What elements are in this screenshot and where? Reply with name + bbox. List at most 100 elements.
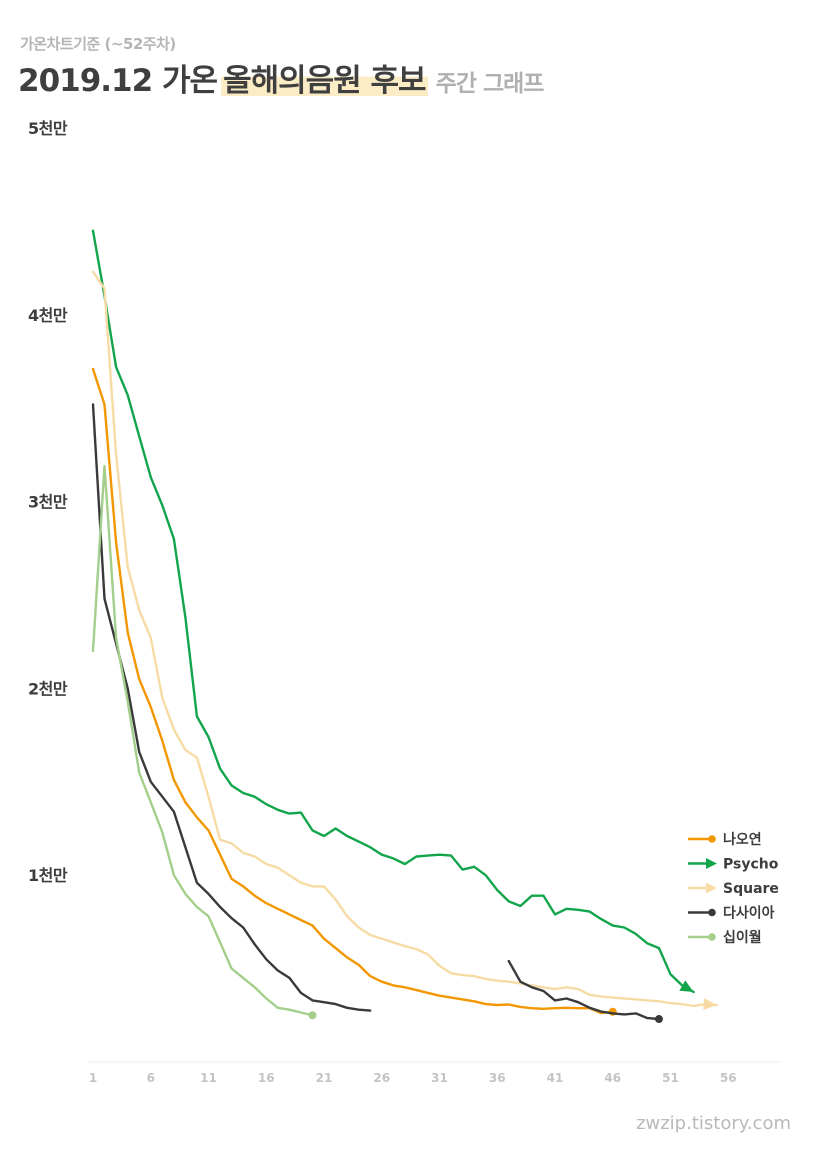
data-point xyxy=(588,993,591,996)
data-point xyxy=(577,1007,579,1010)
data-point xyxy=(126,631,129,634)
x-tick-label: 46 xyxy=(604,1071,621,1085)
data-point xyxy=(611,1012,614,1015)
data-point xyxy=(126,566,129,568)
data-point xyxy=(92,270,94,273)
data-point xyxy=(103,403,106,406)
footer-credit: zwzip.tistory.com xyxy=(636,1113,791,1134)
data-point xyxy=(554,913,556,916)
x-tick-label: 31 xyxy=(431,1071,448,1085)
y-tick-label: 5천만 xyxy=(28,119,68,138)
data-point xyxy=(380,980,383,983)
data-point xyxy=(276,969,279,972)
y-tick-label: 2천만 xyxy=(28,679,68,698)
data-point xyxy=(634,998,637,1001)
x-tick-label: 51 xyxy=(662,1071,679,1085)
data-point xyxy=(288,812,291,815)
data-point xyxy=(311,829,314,832)
data-point xyxy=(103,287,106,290)
title-prefix: 2019.12 가온 xyxy=(18,63,218,99)
data-point xyxy=(427,953,429,956)
series-line-1 xyxy=(91,229,695,994)
data-point xyxy=(588,910,591,913)
data-point xyxy=(554,1007,556,1010)
data-point xyxy=(253,986,256,989)
data-point xyxy=(276,907,279,910)
data-point xyxy=(692,1005,695,1007)
data-point xyxy=(115,637,117,639)
data-point xyxy=(565,986,568,989)
data-point xyxy=(300,1011,302,1014)
legend-dot-marker xyxy=(708,908,716,917)
data-point xyxy=(161,739,164,742)
data-point xyxy=(126,687,129,690)
data-point xyxy=(161,795,164,798)
data-point xyxy=(311,924,314,927)
data-point xyxy=(403,863,406,865)
data-point xyxy=(380,853,383,856)
y-tick-label: 1천만 xyxy=(28,866,68,885)
x-tick-label: 21 xyxy=(316,1071,333,1085)
data-point xyxy=(196,756,198,759)
data-point xyxy=(403,986,406,989)
data-point xyxy=(184,892,187,895)
data-point xyxy=(138,771,141,774)
data-point xyxy=(184,616,187,619)
data-point xyxy=(392,941,395,944)
data-point xyxy=(473,865,476,868)
data-point xyxy=(600,918,603,920)
x-tick-label: 11 xyxy=(200,1071,217,1085)
data-point xyxy=(369,846,372,849)
data-point xyxy=(276,808,279,811)
data-point xyxy=(196,906,198,908)
data-point xyxy=(149,780,152,783)
data-point xyxy=(265,803,268,806)
data-point xyxy=(288,1008,291,1011)
data-point xyxy=(496,889,499,892)
data-point xyxy=(161,831,164,834)
data-point xyxy=(300,991,302,994)
data-point xyxy=(92,650,94,652)
data-point xyxy=(565,1006,568,1009)
data-point xyxy=(357,963,360,966)
chart-title: 2019.12 가온 올해의음원 후보 주간 그래프 xyxy=(18,55,544,100)
data-point xyxy=(554,999,556,1002)
data-point xyxy=(265,902,268,905)
data-point xyxy=(473,975,476,977)
data-point xyxy=(265,863,268,865)
data-point xyxy=(207,736,210,738)
data-point xyxy=(565,997,568,1000)
data-point xyxy=(323,937,325,940)
data-point xyxy=(300,811,302,814)
data-point xyxy=(461,998,464,1001)
data-point xyxy=(172,810,175,813)
series-line-4 xyxy=(91,464,314,1017)
data-point xyxy=(658,947,660,949)
data-point xyxy=(207,829,210,832)
data-point xyxy=(507,900,510,903)
y-tick-label: 4천만 xyxy=(28,306,68,325)
series-end-arrow xyxy=(703,997,717,1010)
series-line-3-0 xyxy=(91,403,372,1012)
data-point xyxy=(438,853,441,856)
x-tick-label: 36 xyxy=(489,1071,506,1085)
data-point xyxy=(415,855,418,858)
data-point xyxy=(577,1001,579,1004)
legend-label: Square xyxy=(723,881,779,897)
data-point xyxy=(103,465,106,468)
data-point xyxy=(149,637,152,639)
data-point xyxy=(288,874,291,877)
data-point xyxy=(357,1008,360,1011)
data-point xyxy=(115,454,117,456)
data-point xyxy=(611,996,614,999)
data-point xyxy=(219,838,221,841)
series-line-0 xyxy=(91,367,614,1015)
data-point xyxy=(103,597,106,600)
data-point xyxy=(507,980,510,983)
data-point xyxy=(634,1012,637,1015)
data-point xyxy=(403,945,406,948)
data-point xyxy=(242,851,245,854)
data-point xyxy=(149,801,152,804)
legend-dot-marker xyxy=(708,835,716,843)
data-point xyxy=(230,917,233,920)
